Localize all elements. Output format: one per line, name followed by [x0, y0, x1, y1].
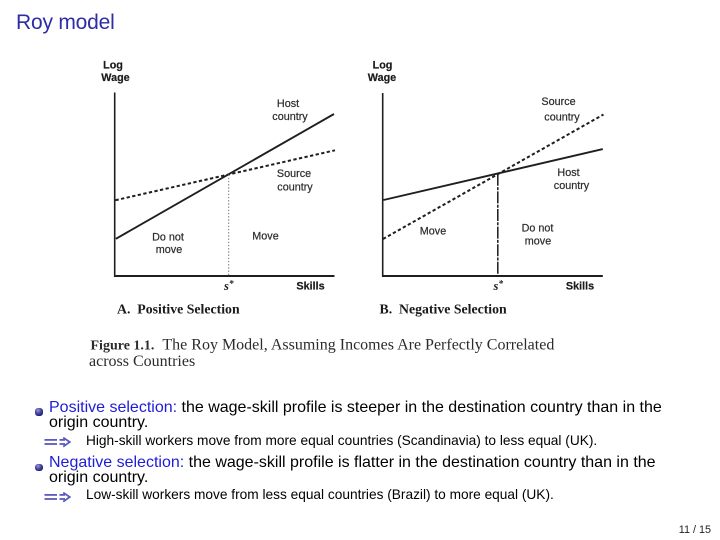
svg-text:Do not: Do not: [152, 232, 184, 244]
svg-text:country: country: [544, 112, 580, 124]
svg-text:Host: Host: [277, 98, 299, 110]
svg-text:s*: s*: [223, 278, 234, 293]
svg-text:Log: Log: [103, 60, 123, 72]
svg-text:country: country: [554, 180, 590, 192]
svg-text:Move: Move: [252, 231, 278, 243]
svg-text:Wage: Wage: [368, 72, 396, 84]
svg-text:Wage: Wage: [101, 72, 129, 84]
svg-text:Skills: Skills: [566, 281, 594, 293]
svg-text:A. Positive Selection: A. Positive Selection: [117, 302, 240, 317]
svg-text:B. Negative Selection: B. Negative Selection: [380, 302, 508, 317]
svg-text:Do not: Do not: [522, 223, 554, 235]
svg-text:Source: Source: [277, 168, 311, 180]
svg-text:Source: Source: [541, 96, 575, 108]
svg-text:Host: Host: [557, 167, 579, 179]
svg-text:across Countries: across Countries: [89, 353, 195, 370]
svg-text:Skills: Skills: [296, 281, 324, 293]
svg-text:country: country: [277, 182, 313, 194]
svg-text:Figure 1.1. The Roy Model, As: Figure 1.1. The Roy Model, Assuming Inco…: [91, 337, 555, 354]
svg-text:Move: Move: [420, 226, 446, 238]
svg-text:move: move: [525, 236, 551, 248]
svg-text:move: move: [156, 244, 182, 256]
svg-text:s*: s*: [493, 278, 504, 293]
svg-text:Log: Log: [373, 60, 393, 72]
svg-text:country: country: [272, 111, 308, 123]
